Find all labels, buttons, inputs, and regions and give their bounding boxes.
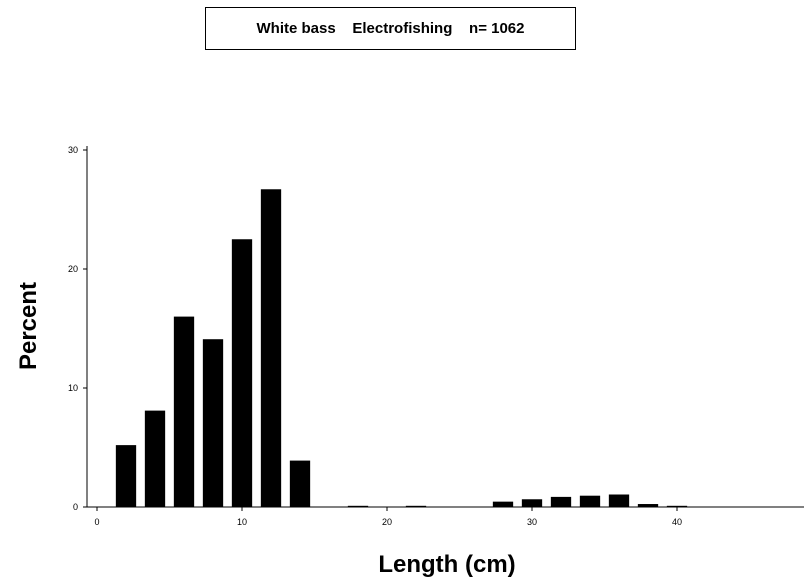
y-tick-label: 30	[68, 145, 78, 155]
x-tick-label: 0	[94, 517, 99, 527]
y-axis-label: Percent	[15, 282, 42, 370]
histogram-bar	[260, 189, 282, 507]
histogram-bar	[144, 410, 166, 507]
bars-layer	[115, 189, 688, 508]
chart-title: White bass Electrofishing n= 1062	[256, 20, 525, 37]
x-axis-label: Length (cm)	[378, 551, 515, 578]
x-tick-label: 30	[527, 517, 537, 527]
histogram-bar	[115, 445, 137, 507]
histogram-bar	[579, 495, 601, 507]
chart-title-box: White bass Electrofishing n= 1062	[205, 7, 576, 50]
histogram-bar	[231, 239, 253, 507]
x-tick-label: 40	[672, 517, 682, 527]
x-tick-label: 20	[382, 517, 392, 527]
histogram-bar	[289, 460, 311, 507]
histogram-bar	[637, 504, 659, 507]
histogram-bar	[550, 496, 572, 507]
x-tick-label: 10	[237, 517, 247, 527]
histogram-bar	[521, 499, 543, 507]
histogram-bar	[202, 339, 224, 507]
y-tick-label: 10	[68, 383, 78, 393]
x-axis-ticks: 0 10 20 30 40	[94, 507, 682, 527]
y-tick-label: 0	[73, 502, 78, 512]
histogram-bar	[608, 494, 630, 507]
histogram-bar	[492, 501, 514, 507]
y-axis-ticks: 0 10 20 30	[68, 145, 87, 512]
histogram-bar	[173, 316, 195, 507]
y-tick-label: 20	[68, 264, 78, 274]
